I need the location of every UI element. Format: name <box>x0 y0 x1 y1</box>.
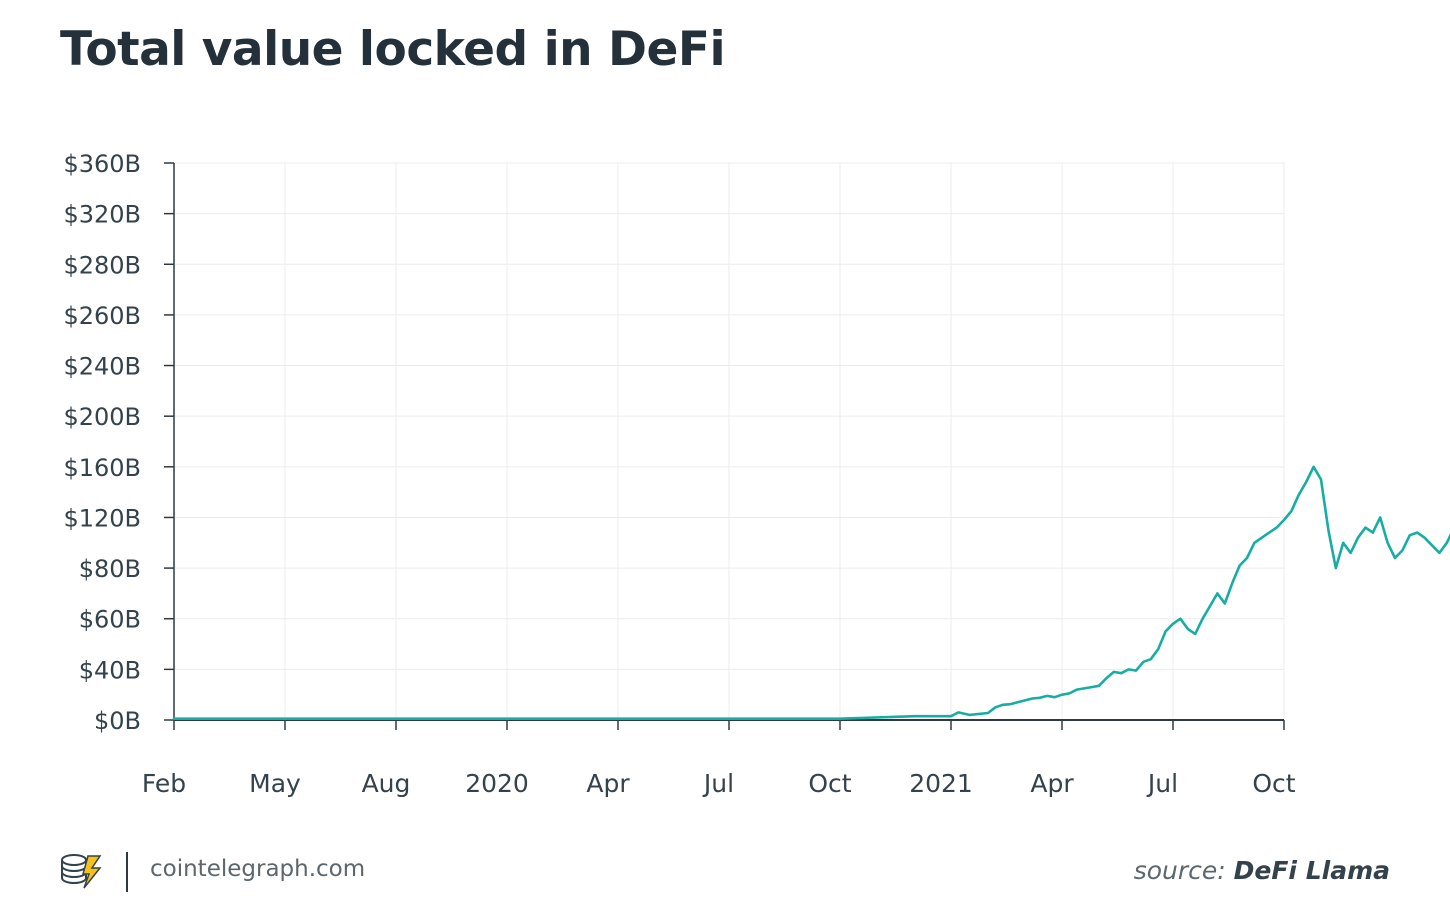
x-tick-label: May <box>249 769 301 798</box>
footer-site-text: cointelegraph.com <box>150 856 366 882</box>
y-tick-label: $80B <box>79 555 141 583</box>
y-tick-label: $360B <box>63 150 141 178</box>
y-tick-label: $40B <box>79 656 141 684</box>
y-tick-label: $240B <box>63 353 141 381</box>
x-tick-label: Feb <box>142 769 186 798</box>
footer-divider <box>126 852 128 892</box>
cointelegraph-logo-icon <box>61 854 102 889</box>
y-tick-label: $260B <box>63 302 141 330</box>
x-tick-label: Jul <box>1146 769 1178 798</box>
y-tick-label: $280B <box>63 251 141 279</box>
chart-title: Total value locked in DeFi <box>60 22 726 77</box>
x-tick-label: Apr <box>586 769 630 798</box>
x-tick-label: Apr <box>1030 769 1074 798</box>
y-tick-label: $60B <box>79 606 141 634</box>
y-tick-label: $160B <box>63 454 141 482</box>
x-tick-label: 2020 <box>465 769 529 798</box>
source-prefix: source: <box>1133 856 1226 885</box>
footer-source: source: DeFi Llama <box>1134 856 1390 885</box>
x-tick-label: Aug <box>362 769 411 798</box>
y-tick-label: $200B <box>63 403 141 431</box>
y-tick-label: $0B <box>94 707 141 735</box>
source-name: DeFi Llama <box>1233 856 1390 885</box>
y-tick-label: $120B <box>63 504 141 532</box>
tvl-series-line <box>172 465 1450 720</box>
x-tick-label: Jul <box>702 769 734 798</box>
x-tick-label: 2021 <box>909 769 973 798</box>
y-tick-label: $320B <box>63 201 141 229</box>
x-tick-label: Oct <box>808 769 851 798</box>
x-tick-label: Oct <box>1252 769 1295 798</box>
